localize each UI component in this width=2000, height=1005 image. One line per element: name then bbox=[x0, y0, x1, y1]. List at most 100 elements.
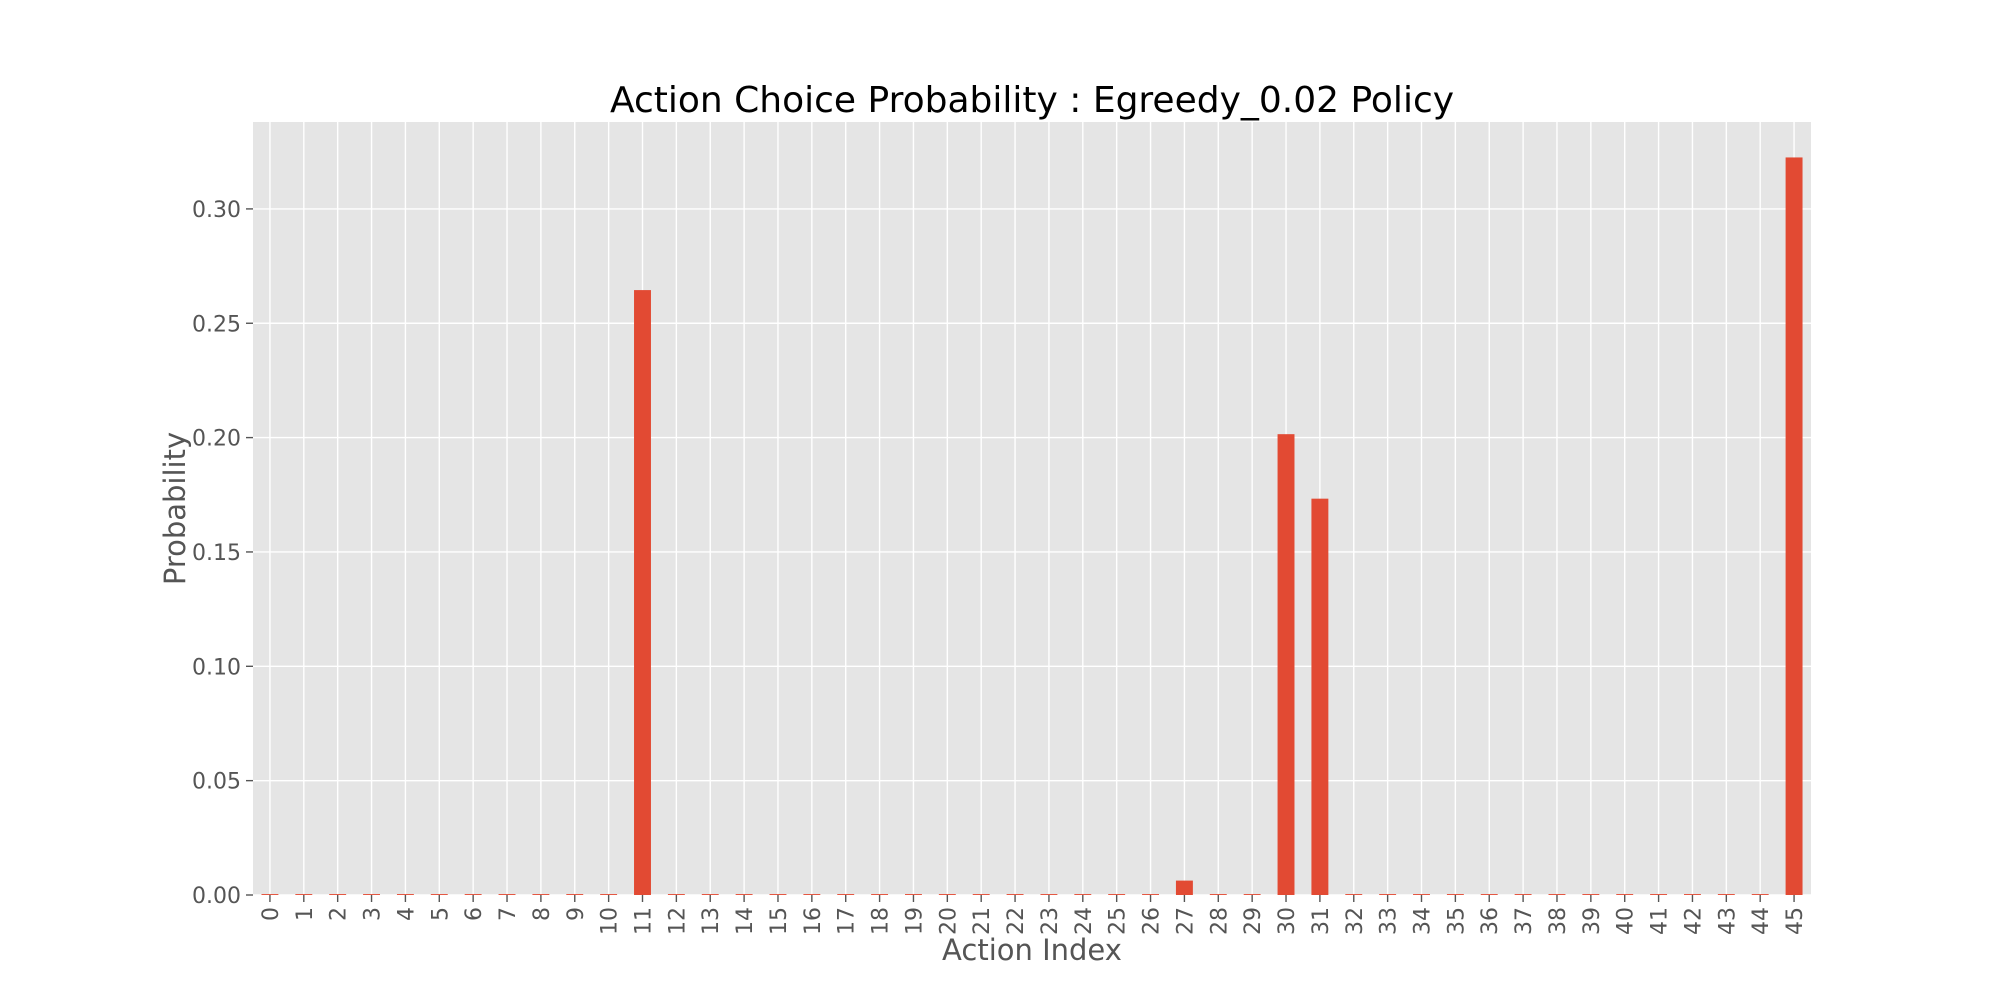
x-tick-label: 21 bbox=[970, 907, 995, 935]
x-tick-label: 31 bbox=[1309, 907, 1334, 935]
x-tick-label: 25 bbox=[1106, 907, 1131, 935]
bar-action-36 bbox=[1480, 894, 1498, 895]
bar-action-9 bbox=[566, 894, 584, 895]
y-tick-label: 0.20 bbox=[192, 427, 241, 452]
bar-action-5 bbox=[430, 894, 448, 895]
x-tick-label: 20 bbox=[936, 907, 961, 935]
bar-action-11 bbox=[634, 290, 651, 895]
bar-action-17 bbox=[837, 894, 855, 895]
x-tick-label: 5 bbox=[428, 907, 453, 921]
bar-action-16 bbox=[803, 894, 821, 895]
x-tick-label: 0 bbox=[259, 907, 284, 921]
bar-action-34 bbox=[1413, 894, 1430, 895]
x-tick-label: 26 bbox=[1140, 907, 1165, 935]
bar-action-12 bbox=[667, 894, 685, 895]
x-tick-label: 17 bbox=[835, 907, 860, 935]
bar-action-8 bbox=[532, 894, 550, 895]
x-tick-label: 37 bbox=[1512, 907, 1537, 935]
x-tick-label: 41 bbox=[1648, 907, 1673, 935]
x-tick-label: 11 bbox=[632, 907, 657, 935]
bar-action-4 bbox=[396, 894, 414, 895]
bar-action-23 bbox=[1040, 894, 1058, 895]
x-tick-label: 14 bbox=[733, 907, 758, 935]
bar-action-26 bbox=[1142, 894, 1160, 895]
bar-action-15 bbox=[769, 894, 787, 895]
x-tick-label: 35 bbox=[1444, 907, 1469, 935]
y-tick-label: 0.05 bbox=[192, 770, 241, 795]
bar-action-31 bbox=[1311, 498, 1329, 895]
bar-action-18 bbox=[871, 894, 889, 895]
x-tick-label: 34 bbox=[1411, 907, 1436, 935]
bar-action-13 bbox=[701, 894, 719, 895]
x-tick-label: 18 bbox=[869, 907, 894, 935]
bar-action-6 bbox=[464, 894, 482, 895]
x-tick-label: 28 bbox=[1207, 907, 1232, 935]
y-tick-label: 0.10 bbox=[192, 655, 241, 680]
x-tick-label: 4 bbox=[394, 907, 419, 921]
x-tick-label: 39 bbox=[1580, 907, 1605, 935]
x-tick-label: 12 bbox=[665, 907, 690, 935]
x-tick-label: 13 bbox=[699, 907, 724, 935]
bar-action-10 bbox=[600, 894, 618, 895]
bar-action-45 bbox=[1785, 157, 1803, 895]
bar-action-43 bbox=[1717, 894, 1735, 895]
x-tick-label: 29 bbox=[1241, 907, 1266, 935]
bar-action-30 bbox=[1277, 434, 1295, 895]
x-tick-label: 44 bbox=[1749, 907, 1774, 935]
x-tick-label: 1 bbox=[293, 907, 318, 921]
bar-action-41 bbox=[1650, 894, 1668, 895]
bar-action-25 bbox=[1108, 894, 1126, 895]
x-tick-label: 19 bbox=[902, 907, 927, 935]
bar-action-29 bbox=[1243, 894, 1261, 895]
bars bbox=[261, 157, 1803, 895]
y-tick-label: 0.25 bbox=[192, 312, 241, 337]
x-tick-label: 7 bbox=[496, 907, 521, 921]
x-tick-label: 16 bbox=[801, 907, 826, 935]
bar-action-1 bbox=[295, 894, 313, 895]
bar-action-19 bbox=[904, 894, 922, 895]
x-tick-label: 23 bbox=[1038, 907, 1063, 935]
bar-action-14 bbox=[735, 894, 753, 895]
x-tick-label: 6 bbox=[462, 907, 487, 921]
x-tick-label: 30 bbox=[1275, 907, 1300, 935]
y-tick-label: 0.00 bbox=[192, 884, 241, 909]
x-tick-label: 2 bbox=[327, 907, 352, 921]
bar-action-0 bbox=[261, 894, 279, 895]
bar-action-38 bbox=[1548, 894, 1566, 895]
bar-action-44 bbox=[1751, 894, 1769, 895]
y-tick-label: 0.30 bbox=[192, 198, 241, 223]
bar-action-3 bbox=[363, 894, 381, 895]
y-axis-label: Probability bbox=[158, 432, 192, 585]
x-tick-label: 9 bbox=[564, 907, 589, 921]
x-tick-label: 45 bbox=[1783, 907, 1808, 935]
plot-area bbox=[253, 122, 1811, 895]
x-tick-label: 40 bbox=[1614, 907, 1639, 935]
chart-title: Action Choice Probability : Egreedy_0.02… bbox=[610, 80, 1454, 121]
bar-action-37 bbox=[1514, 894, 1532, 895]
bar-action-7 bbox=[498, 894, 516, 895]
x-tick-label: 36 bbox=[1478, 907, 1503, 935]
bar-action-24 bbox=[1074, 894, 1092, 895]
x-axis-label: Action Index bbox=[942, 933, 1122, 967]
bar-action-28 bbox=[1209, 894, 1227, 895]
x-tick-label: 22 bbox=[1004, 907, 1029, 935]
x-tick-label: 8 bbox=[530, 907, 555, 921]
x-tick-label: 33 bbox=[1377, 907, 1402, 935]
x-tick-label: 42 bbox=[1681, 907, 1706, 935]
y-ticks: 0.00 0.05 0.10 0.15 0.20 0.25 0.30 bbox=[192, 198, 253, 909]
x-tick-label: 38 bbox=[1546, 907, 1571, 935]
x-ticks: 0 1 2 3 4 5 6 7 8 9 10 11 12 13 14 15 16 17 18 19 20 21 22 23 24… bbox=[259, 895, 1808, 935]
x-tick-label: 32 bbox=[1343, 907, 1368, 935]
y-tick-label: 0.15 bbox=[192, 541, 241, 566]
bar-action-39 bbox=[1582, 894, 1600, 895]
bar-action-2 bbox=[329, 894, 347, 895]
x-tick-label: 27 bbox=[1173, 907, 1198, 935]
bar-action-42 bbox=[1683, 894, 1701, 895]
bar-action-22 bbox=[1006, 894, 1024, 895]
bar-action-33 bbox=[1379, 894, 1397, 895]
bar-action-40 bbox=[1616, 894, 1634, 895]
bar-action-32 bbox=[1345, 894, 1363, 895]
x-tick-label: 10 bbox=[598, 907, 623, 935]
